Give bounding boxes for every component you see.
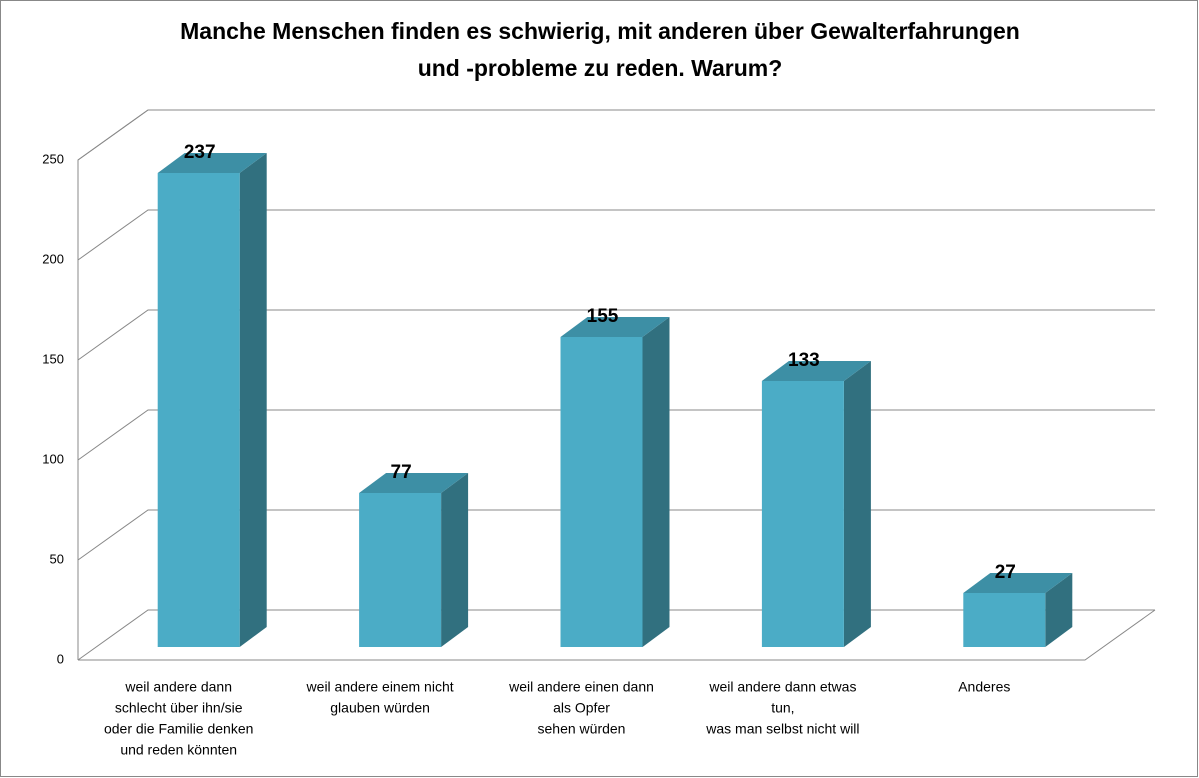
x-tick-label: weil andere einem nicht (306, 679, 454, 695)
bar-top (761, 361, 871, 381)
chart-title: Manche Menschen finden es schwierig, mit… (180, 18, 1020, 44)
bar-side (441, 473, 469, 647)
y-tick-label: 0 (57, 651, 64, 666)
x-tick-label: Anderes (958, 679, 1010, 695)
bar (761, 381, 844, 647)
value-label: 237 (184, 142, 216, 163)
bar (359, 493, 442, 647)
x-tick-label: weil andere dann (124, 679, 232, 695)
bar (560, 337, 643, 647)
x-tick-label: oder die Familie denken (104, 721, 253, 737)
bar-top (359, 473, 469, 493)
bar (963, 593, 1046, 647)
x-tick-label: schlecht über ihn/sie (115, 700, 243, 716)
bar-top (560, 317, 670, 337)
x-tick-label: sehen würden (538, 721, 626, 737)
value-label: 77 (391, 462, 412, 483)
x-tick-label: tun, (771, 700, 794, 716)
bar-top (963, 573, 1073, 593)
chart-title: und -probleme zu reden. Warum? (418, 55, 783, 81)
x-tick-label: und reden könnten (120, 742, 237, 758)
grid-line (77, 209, 1155, 261)
value-label: 155 (587, 306, 619, 327)
x-tick-label: weil andere dann etwas (708, 679, 856, 695)
bar-side (1045, 573, 1073, 647)
bar (157, 173, 240, 647)
y-tick-label: 100 (42, 451, 64, 466)
bar-side (642, 317, 670, 647)
bar-side (239, 153, 267, 647)
floor (78, 609, 1156, 661)
x-tick-label: weil andere einen dann (508, 679, 654, 695)
y-tick-label: 250 (42, 151, 64, 166)
y-tick-label: 50 (50, 551, 64, 566)
bar-side (843, 361, 871, 647)
value-label: 27 (995, 562, 1016, 583)
bar-top (157, 153, 267, 173)
grid-line (77, 109, 1155, 161)
y-tick-label: 200 (42, 251, 64, 266)
grid-line (77, 309, 1155, 361)
value-label: 133 (788, 350, 820, 371)
x-tick-label: was man selbst nicht will (705, 721, 859, 737)
x-tick-label: als Opfer (553, 700, 610, 716)
x-tick-label: glauben würden (330, 700, 430, 716)
y-tick-label: 150 (42, 351, 64, 366)
